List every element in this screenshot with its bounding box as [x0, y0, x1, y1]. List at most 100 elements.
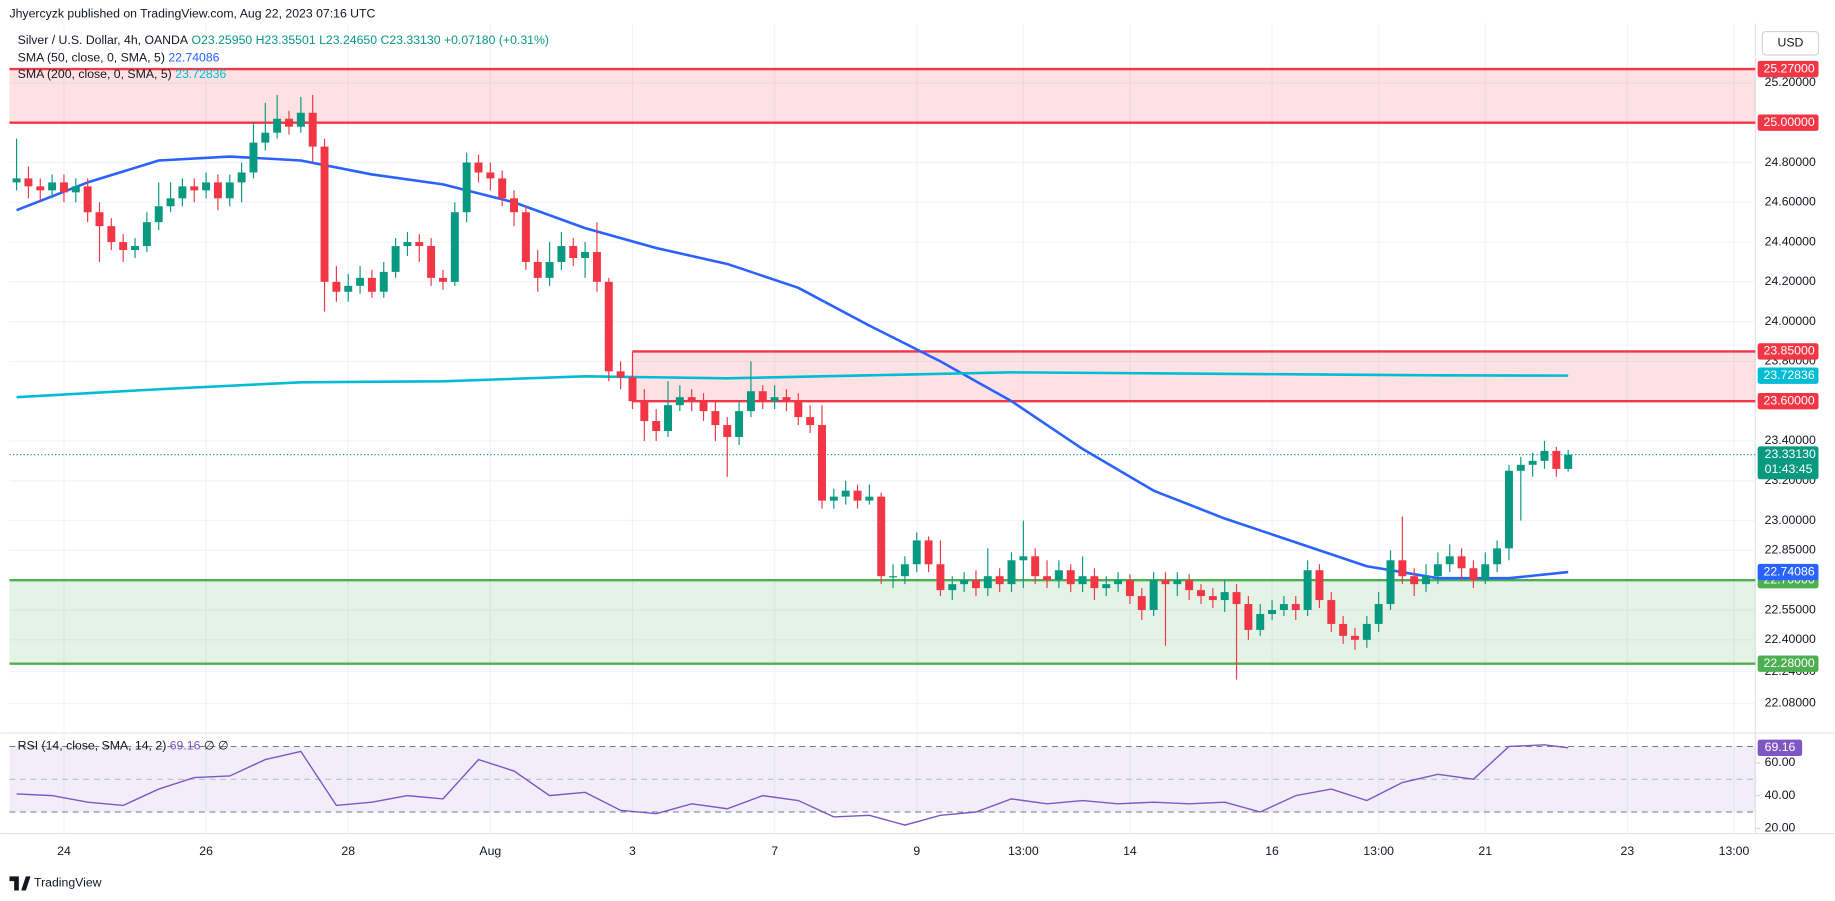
candle-body: [1339, 623, 1348, 636]
candle-body: [1564, 454, 1573, 469]
plot-layer: 24 26 28 Aug 3 7 9 13:00 14 16 13:00 21 23 13:00 22.08…: [0, 23, 1835, 858]
candle-body: [237, 172, 246, 183]
candle-body: [1256, 613, 1265, 630]
zone-price-label: 22.28000: [1764, 656, 1815, 670]
candle-body: [71, 186, 80, 193]
zone-price-label: 25.00000: [1764, 115, 1815, 129]
candle-body: [1351, 635, 1359, 640]
candle-body: [391, 246, 400, 272]
legend-change: +0.07180 (+0.31%): [444, 33, 549, 47]
candle-body: [1493, 548, 1502, 565]
candle-body: [462, 162, 471, 213]
candle-body: [924, 540, 933, 565]
candle-body: [308, 112, 317, 147]
candle-body: [107, 226, 116, 243]
candle-body: [1327, 600, 1336, 624]
zone: [9, 580, 1756, 664]
sma-price-label: 22.74086: [1764, 564, 1815, 578]
candle-body: [1457, 556, 1466, 569]
legend-high: H23.35501: [256, 33, 316, 47]
candle-body: [1161, 580, 1170, 585]
candle-body: [1197, 590, 1205, 597]
candle-body: [770, 397, 779, 402]
candle-body: [995, 576, 1004, 585]
candle-body: [498, 178, 507, 199]
candle-body: [1149, 580, 1158, 611]
y-tick-label: 23.00000: [1765, 513, 1816, 527]
candle-body: [723, 425, 732, 437]
candle-body: [1220, 592, 1229, 601]
y-tick-label: 60.00: [1765, 755, 1796, 769]
candle-body: [1552, 450, 1561, 469]
candle-body: [178, 186, 187, 199]
publisher-note: Jhyercyzk published on TradingView.com, …: [9, 6, 375, 20]
candle-body: [36, 186, 45, 191]
legend-low: L23.24650: [319, 33, 377, 47]
candle-body: [557, 246, 566, 262]
zone-price-label: 23.60000: [1764, 393, 1815, 407]
x-tick-label: 7: [771, 844, 778, 858]
candle-body: [415, 242, 424, 247]
x-tick-label: 16: [1265, 844, 1279, 858]
candle-body: [545, 261, 554, 278]
rsi-band: [9, 746, 1756, 812]
candle-body: [1102, 584, 1111, 589]
zone-price-label-box: [1757, 60, 1819, 78]
x-tick-label: 26: [199, 844, 213, 858]
candle-body: [1114, 580, 1123, 585]
y-tick-label: 25.20000: [1765, 75, 1816, 89]
candle-body: [640, 401, 649, 422]
currency-box: [1761, 31, 1820, 56]
rsi-value-label: 69.16: [1765, 740, 1796, 754]
y-tick-label: 20.00: [1765, 821, 1796, 835]
candle-body: [95, 212, 104, 227]
zone-price-label: 25.27000: [1764, 61, 1815, 75]
x-tick-label: 3: [629, 844, 636, 858]
candle-body: [1315, 570, 1324, 601]
zone: [9, 69, 1756, 123]
rsi-value: 69.16: [170, 739, 201, 753]
candle-body: [450, 212, 459, 282]
sma-price-label-box: [1757, 367, 1819, 384]
sma-price-label: 23.72836: [1764, 368, 1815, 382]
candle-body: [675, 397, 684, 406]
candle-body: [83, 186, 92, 213]
candle-body: [1540, 450, 1549, 461]
y-tick-label: 24.40000: [1765, 234, 1816, 248]
x-tick-label: 13:00: [1008, 844, 1039, 858]
x-tick-label: 9: [913, 844, 920, 858]
candle-body: [356, 277, 365, 286]
candle-body: [616, 371, 625, 378]
sma50-value: 22.74086: [168, 51, 219, 65]
legend-sma50[interactable]: SMA (50, close, 0, SMA, 5) 22.74086: [18, 51, 220, 65]
zone-price-label: 23.85000: [1764, 344, 1815, 358]
legend-rsi[interactable]: RSI (14, close, SMA, 14, 2) 69.16 ∅ ∅: [18, 739, 229, 753]
candle-body: [735, 411, 744, 437]
candle-body: [12, 178, 21, 183]
countdown-label: 01:43:45: [1765, 462, 1813, 476]
candle-body: [1054, 570, 1063, 581]
sma200-value: 23.72836: [175, 67, 226, 81]
candle-body: [1125, 580, 1134, 597]
candle-body: [592, 252, 601, 282]
currency-button[interactable]: USD: [1761, 31, 1820, 56]
sma-line: [16, 371, 1569, 399]
candle-body: [1398, 560, 1407, 577]
zone-price-label-box: [1757, 655, 1819, 672]
candle-body: [119, 242, 128, 251]
y-tick-label: 22.85000: [1765, 543, 1816, 557]
footer-logo[interactable]: TradingView: [9, 876, 102, 891]
rsi-value-box: [1757, 739, 1803, 757]
candle-body: [24, 178, 33, 187]
candle-body: [1303, 570, 1312, 611]
y-tick-label: 24.60000: [1765, 195, 1816, 209]
y-tick-label: 22.55000: [1765, 602, 1816, 616]
candle-body: [59, 182, 68, 193]
candle-body: [604, 281, 613, 372]
x-tick-label: 14: [1123, 844, 1137, 858]
legend-sma200[interactable]: SMA (200, close, 0, SMA, 5) 23.72836: [18, 67, 227, 81]
candle-body: [1007, 560, 1016, 585]
